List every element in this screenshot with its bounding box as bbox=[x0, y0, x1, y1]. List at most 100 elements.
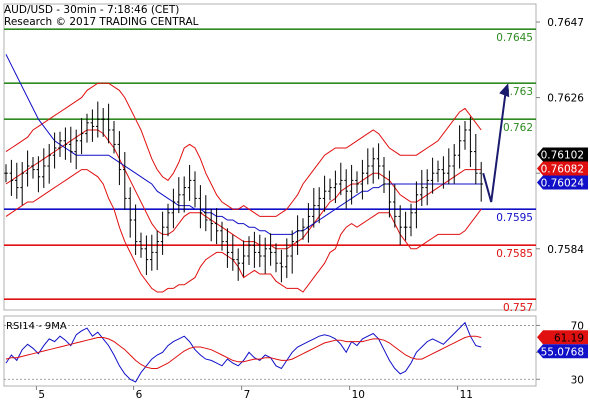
price-bar bbox=[52, 132, 57, 169]
indicator-lines bbox=[5, 54, 482, 293]
level-label-4: 0.7585 bbox=[496, 248, 533, 260]
price-bar bbox=[263, 237, 267, 274]
indicator-line-2 bbox=[5, 169, 482, 293]
time-axis: 5 6 7 10 11 bbox=[35, 386, 473, 400]
price-bar bbox=[69, 126, 73, 163]
level-label-1: 0.763 bbox=[503, 86, 533, 98]
price-bar bbox=[47, 144, 51, 184]
value-tag-label: 0.76082 bbox=[541, 163, 584, 175]
price-bar bbox=[133, 204, 138, 255]
price-bar bbox=[25, 150, 30, 187]
rsi-plot-frame bbox=[3, 315, 537, 387]
price-bar bbox=[387, 170, 392, 218]
price-bar bbox=[355, 171, 359, 193]
price-bar bbox=[182, 176, 186, 213]
level-label-2: 0.762 bbox=[503, 122, 533, 134]
price-bar bbox=[128, 187, 132, 238]
price-bar bbox=[155, 230, 159, 271]
price-bar bbox=[63, 127, 68, 160]
rsi-value-tag-label: 55.0768 bbox=[541, 346, 584, 358]
value-tags: 0.76102 0.76082 0.76024 bbox=[537, 147, 588, 190]
price-bar bbox=[371, 147, 375, 184]
price-bar bbox=[31, 157, 35, 179]
time-tick-label: 5 bbox=[38, 389, 45, 400]
price-bar bbox=[117, 131, 122, 186]
rsi-tick-label: 70 bbox=[571, 320, 584, 332]
rsi-line-1 bbox=[5, 335, 482, 369]
price-bar bbox=[96, 101, 100, 138]
price-bar bbox=[306, 203, 311, 243]
price-bar bbox=[198, 185, 203, 229]
price-bars bbox=[4, 101, 483, 283]
price-bar bbox=[295, 215, 300, 255]
price-bar bbox=[360, 159, 365, 200]
price-bar bbox=[436, 160, 440, 183]
price-bar bbox=[74, 129, 78, 170]
price-bar bbox=[376, 143, 381, 180]
price-bar bbox=[398, 205, 402, 245]
time-tick-label: 6 bbox=[136, 389, 143, 400]
price-bar bbox=[252, 231, 257, 268]
price-bar bbox=[193, 171, 197, 208]
price-bar bbox=[349, 164, 354, 205]
price-bar bbox=[79, 118, 84, 155]
price-bar bbox=[214, 208, 219, 245]
price-bar bbox=[290, 230, 294, 274]
price-bar bbox=[409, 203, 413, 237]
price-bar bbox=[171, 188, 176, 229]
price-bar bbox=[425, 169, 429, 206]
price-bar bbox=[101, 108, 105, 137]
rsi-title: RSI14 - 9MA bbox=[6, 321, 67, 332]
price-bar bbox=[160, 211, 165, 255]
price-bar bbox=[447, 148, 451, 185]
chart-subtitle: Research © 2017 TRADING CENTRAL bbox=[4, 16, 199, 28]
forecast-arrow-head bbox=[499, 83, 510, 98]
price-bar bbox=[247, 236, 251, 265]
price-bar bbox=[479, 162, 483, 202]
price-bar bbox=[452, 144, 456, 184]
rsi-value-tag-label: 61.19 bbox=[554, 332, 584, 344]
price-bar bbox=[241, 240, 246, 277]
price-bar bbox=[414, 181, 419, 229]
level-label-5: 0.757 bbox=[503, 302, 533, 314]
price-bar bbox=[204, 195, 208, 232]
price-bar bbox=[106, 103, 111, 144]
price-bar bbox=[112, 121, 116, 154]
rsi-value-tag: 61.19 bbox=[537, 330, 588, 345]
rsi-value-tag: 55.0768 bbox=[537, 344, 588, 359]
rsi-line-0 bbox=[5, 321, 482, 383]
level-lines: 0.7645 0.763 0.762 0.7595 0.7585 0.757 bbox=[4, 28, 536, 314]
price-bar bbox=[9, 159, 14, 196]
rsi-tick-label: 30 bbox=[571, 374, 584, 386]
value-tag: 0.76024 bbox=[537, 175, 588, 190]
price-bar bbox=[209, 208, 213, 242]
price-bar bbox=[225, 228, 230, 268]
rsi-lines bbox=[5, 321, 482, 383]
value-tag: 0.76082 bbox=[537, 161, 588, 176]
price-bar bbox=[322, 175, 327, 212]
price-bar bbox=[468, 116, 473, 168]
price-bar bbox=[274, 243, 278, 273]
price-tick-label: 0.7626 bbox=[547, 93, 584, 105]
price-bar bbox=[4, 164, 8, 183]
price-bar bbox=[20, 162, 24, 206]
time-tick-label: 10 bbox=[352, 389, 365, 400]
price-tick-label: 0.7584 bbox=[547, 244, 584, 256]
price-bar bbox=[279, 249, 284, 283]
price-bar bbox=[420, 169, 424, 206]
time-tick-label: 11 bbox=[460, 389, 473, 400]
price-bar bbox=[312, 187, 316, 228]
price-bar bbox=[403, 211, 408, 241]
value-tag-label: 0.76102 bbox=[541, 149, 584, 161]
price-bar bbox=[150, 234, 154, 271]
price-bar bbox=[285, 238, 289, 278]
price-tick-label: 0.7647 bbox=[547, 17, 584, 29]
rsi-value-tags: 61.19 55.0768 bbox=[537, 330, 588, 359]
price-bar bbox=[58, 131, 62, 157]
price-bar bbox=[268, 233, 273, 266]
price-bar bbox=[463, 121, 467, 150]
price-bar bbox=[177, 177, 181, 214]
level-label-3: 0.7595 bbox=[496, 212, 533, 224]
price-bar bbox=[441, 156, 446, 189]
